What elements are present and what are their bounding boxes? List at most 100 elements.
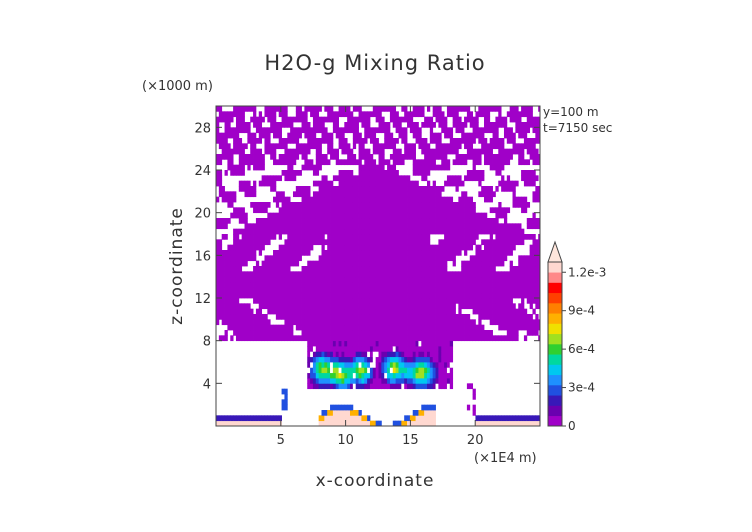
field-cell bbox=[501, 244, 505, 251]
field-cell bbox=[461, 202, 465, 208]
field-cell bbox=[355, 116, 359, 123]
field-cell bbox=[332, 292, 337, 299]
field-cell bbox=[458, 276, 462, 283]
field-cell bbox=[224, 271, 228, 278]
field-cell bbox=[344, 372, 348, 379]
field-cell bbox=[273, 175, 277, 182]
field-cell bbox=[404, 223, 408, 230]
field-cell bbox=[378, 244, 382, 251]
field-cell bbox=[495, 282, 499, 288]
field-cell bbox=[395, 127, 399, 134]
field-cell bbox=[258, 324, 263, 331]
field-cell bbox=[421, 207, 425, 214]
field-cell bbox=[484, 106, 488, 112]
field-cell bbox=[312, 218, 317, 224]
field-cell bbox=[364, 148, 368, 155]
field-cell bbox=[384, 292, 388, 299]
field-cell bbox=[401, 132, 405, 139]
field-cell bbox=[526, 106, 531, 112]
field-cell bbox=[284, 218, 288, 224]
field-cell bbox=[281, 260, 285, 267]
field-cell bbox=[253, 298, 257, 304]
field-cell bbox=[464, 239, 468, 246]
field-cell bbox=[398, 148, 402, 155]
field-cell bbox=[484, 250, 488, 256]
field-cell bbox=[384, 186, 388, 192]
field-cell bbox=[310, 196, 314, 203]
field-cell bbox=[486, 335, 491, 342]
field-cell bbox=[304, 266, 308, 272]
field-cell bbox=[412, 298, 416, 304]
field-cell bbox=[503, 122, 508, 128]
field-cell bbox=[521, 111, 525, 118]
field-cell bbox=[312, 266, 317, 272]
field-cell bbox=[352, 132, 357, 139]
field-cell bbox=[421, 356, 425, 363]
mixing-ratio-field bbox=[216, 106, 540, 426]
field-cell bbox=[367, 298, 371, 304]
field-cell bbox=[364, 319, 368, 326]
field-cell bbox=[227, 292, 231, 299]
field-cell bbox=[432, 159, 436, 166]
field-cell bbox=[503, 319, 508, 326]
field-cell bbox=[472, 122, 476, 128]
field-cell bbox=[233, 132, 237, 139]
field-cell bbox=[355, 420, 359, 426]
field-cell bbox=[369, 367, 374, 374]
field-cell bbox=[418, 420, 422, 426]
field-cell bbox=[224, 266, 228, 272]
y-tick-label: 12 bbox=[194, 292, 211, 307]
field-cell bbox=[492, 223, 496, 230]
field-cell bbox=[523, 282, 528, 288]
field-cell bbox=[278, 132, 282, 139]
field-cell bbox=[290, 170, 294, 176]
field-cell bbox=[255, 260, 260, 267]
field-cell bbox=[287, 298, 291, 304]
field-cell bbox=[361, 308, 365, 315]
field-cell bbox=[495, 223, 499, 230]
field-cell bbox=[432, 420, 436, 426]
field-cell bbox=[227, 324, 231, 331]
field-cell bbox=[495, 298, 499, 304]
field-cell bbox=[375, 234, 379, 240]
field-cell bbox=[233, 244, 237, 251]
field-cell bbox=[315, 180, 320, 187]
field-cell bbox=[344, 351, 348, 358]
field-cell bbox=[512, 106, 516, 112]
field-cell bbox=[401, 330, 405, 336]
field-cell bbox=[412, 250, 416, 256]
field-cell bbox=[352, 351, 357, 358]
field-cell bbox=[364, 207, 368, 214]
field-cell bbox=[532, 143, 536, 150]
field-cell bbox=[261, 164, 265, 171]
field-cell bbox=[389, 143, 394, 150]
field-cell bbox=[378, 111, 382, 118]
field-cell bbox=[418, 378, 422, 384]
field-cell bbox=[521, 234, 525, 240]
field-cell bbox=[292, 116, 297, 123]
field-cell bbox=[498, 292, 502, 299]
field-cell bbox=[486, 122, 491, 128]
field-cell bbox=[324, 420, 328, 426]
field-cell bbox=[270, 266, 274, 272]
field-cell bbox=[475, 308, 479, 315]
field-cell bbox=[424, 234, 428, 240]
field-cell bbox=[438, 335, 442, 342]
field-cell bbox=[304, 234, 308, 240]
field-cell bbox=[472, 175, 476, 182]
field-cell bbox=[372, 287, 377, 294]
field-cell bbox=[344, 122, 348, 128]
field-cell bbox=[255, 282, 260, 288]
field-cell bbox=[429, 132, 434, 139]
field-cell bbox=[247, 191, 251, 198]
field-cell bbox=[338, 415, 342, 422]
field-cell bbox=[409, 244, 414, 251]
field-cell bbox=[412, 330, 416, 336]
field-cell bbox=[230, 266, 234, 272]
field-cell bbox=[472, 228, 476, 235]
field-cell bbox=[267, 148, 271, 155]
field-cell bbox=[503, 287, 508, 294]
field-cell bbox=[338, 175, 342, 182]
field-cell bbox=[292, 255, 297, 262]
field-cell bbox=[401, 138, 405, 144]
